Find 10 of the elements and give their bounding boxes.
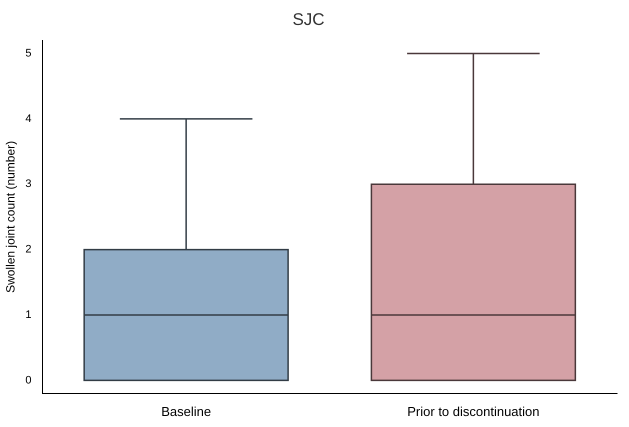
x-tick-label: Baseline (161, 404, 212, 419)
x-tick-label: Prior to discontinuation (407, 404, 540, 419)
y-tick-label: 2 (25, 244, 32, 256)
chart-title: SJC (292, 10, 325, 29)
y-tick-label: 4 (25, 112, 32, 125)
y-tick-label: 0 (25, 374, 32, 386)
y-tick-label: 5 (25, 48, 32, 60)
y-axis-title: Swollen joint count (number) (4, 140, 18, 293)
y-tick-label: 1 (25, 308, 32, 321)
y-tick-label: 3 (25, 178, 32, 190)
